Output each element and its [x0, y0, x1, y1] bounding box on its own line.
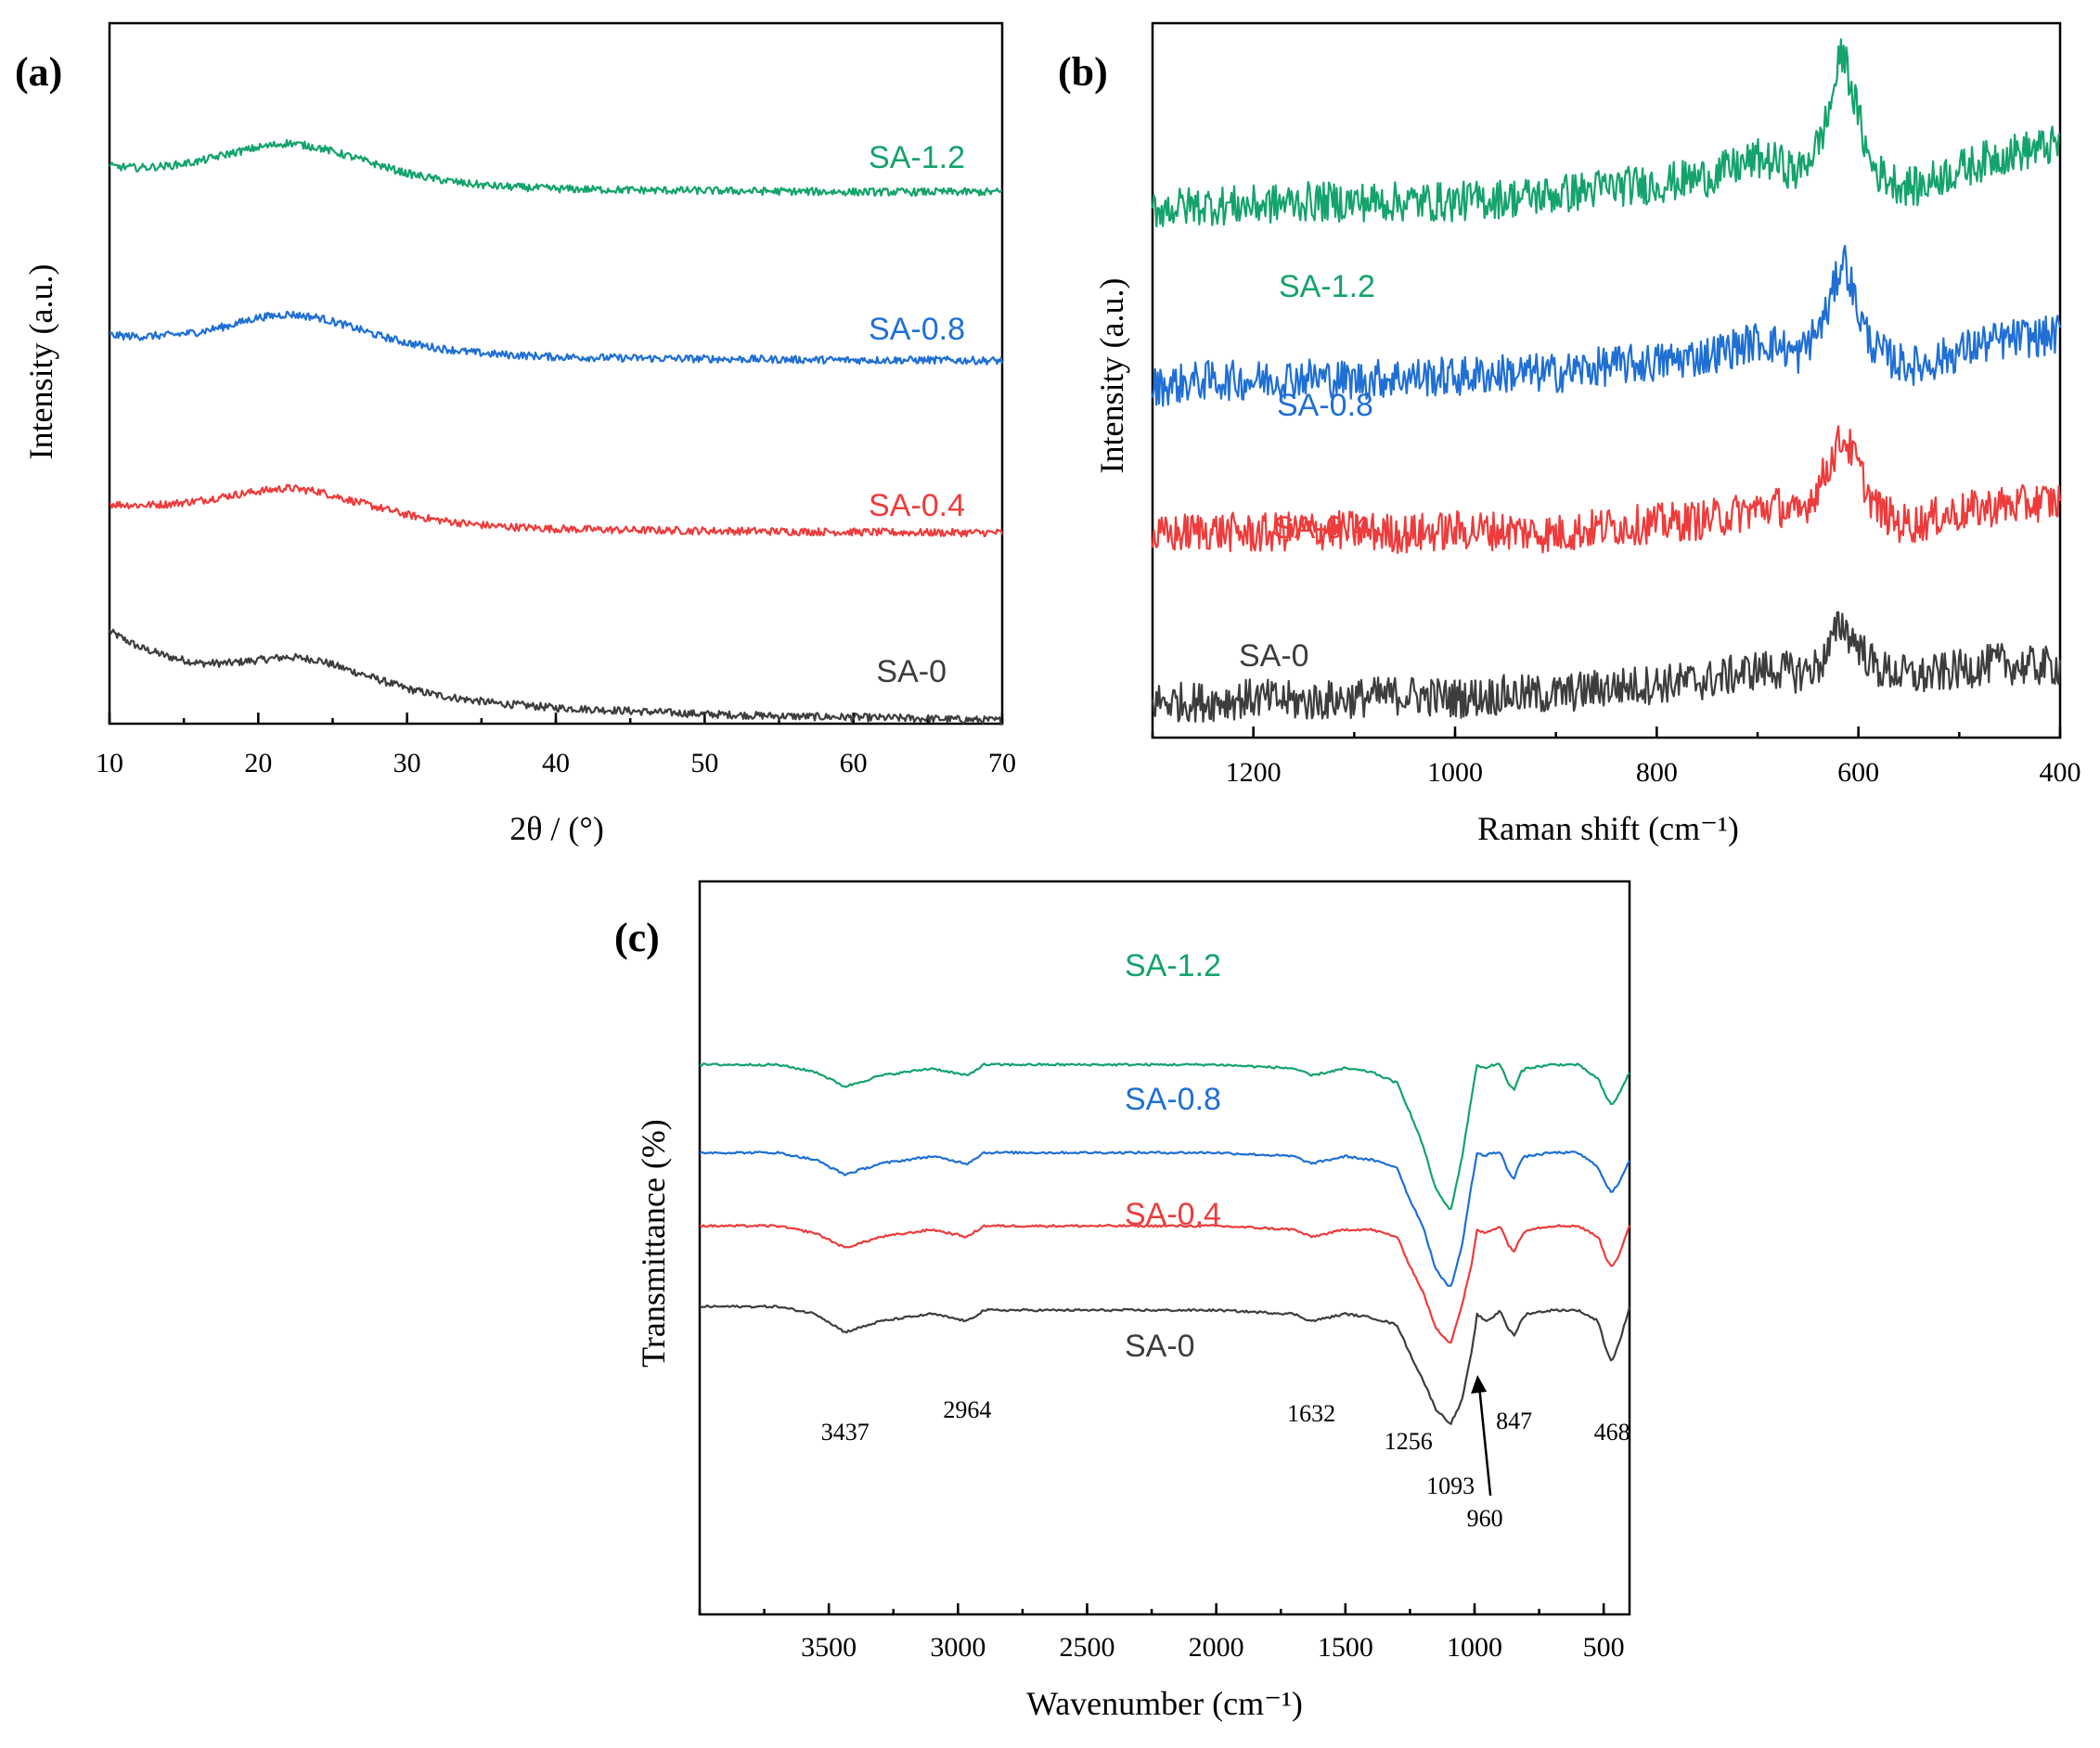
panel-c-y-axis-title: Transmittance (%) — [635, 1119, 672, 1368]
peak-arrow-head — [1471, 1375, 1488, 1394]
x-tick-label: 3500 — [801, 1632, 857, 1663]
series-line-sa-0 — [1151, 611, 2062, 723]
panel-a-xrd-chart: (a) 10 20 30 40 50 60 70 SA-0 SA-0.4 SA-0.8 SA-1.… — [15, 21, 1016, 847]
x-tick-label: 40 — [542, 748, 570, 778]
x-tick-label: 500 — [1583, 1632, 1625, 1663]
series-label-sa-1-2: SA-1.2 — [869, 140, 965, 175]
x-tick-label: 1500 — [1318, 1632, 1373, 1663]
panel-a-series-labels: SA-0 SA-0.4 SA-0.8 SA-1.2 — [869, 140, 965, 689]
panel-c-x-ticks: 3500 3000 2500 2000 1500 1000 500 — [698, 1603, 1625, 1663]
x-tick-label: 70 — [988, 748, 1016, 778]
series-label-sa-0: SA-0 — [876, 654, 947, 689]
series-line-sa-0-8 — [109, 310, 1004, 366]
panel-b-series — [1151, 38, 2062, 723]
series-label-sa-0-4: SA-0.4 — [1125, 1197, 1221, 1232]
series-line-sa-0-4 — [699, 1224, 1631, 1344]
x-tick-label: 20 — [244, 748, 272, 778]
x-tick-label: 1000 — [1447, 1632, 1502, 1663]
series-line-sa-0 — [699, 1304, 1631, 1425]
panel-c-series — [699, 1062, 1631, 1425]
peak-label: 3437 — [821, 1419, 870, 1446]
series-line-sa-0-8 — [699, 1150, 1630, 1288]
series-label-sa-0-8: SA-0.8 — [1125, 1082, 1221, 1117]
panel-b-label: (b) — [1058, 49, 1108, 95]
panel-c-label: (c) — [614, 915, 660, 960]
panel-c-frame — [698, 880, 1631, 1616]
x-tick-label: 60 — [840, 748, 868, 778]
panel-a-x-axis-title: 2θ / (°) — [509, 810, 604, 847]
panel-b-x-ticks: 1200 1000 800 600 400 — [1151, 726, 2081, 788]
panel-b-frame — [1151, 21, 2062, 739]
series-label-sa-0: SA-0 — [1239, 638, 1309, 674]
x-tick-label: 600 — [1837, 757, 1879, 788]
panel-b-y-axis-title: Intensity (a.u.) — [1093, 278, 1130, 474]
series-label-sa-0-8: SA-0.8 — [869, 312, 965, 347]
series-line-sa-1-2 — [699, 1062, 1630, 1210]
series-label-sa-1-2: SA-1.2 — [1125, 948, 1221, 983]
series-label-sa-0-4: SA-0.4 — [1273, 510, 1370, 546]
panel-a-frame — [108, 21, 1004, 726]
x-tick-label: 10 — [96, 748, 123, 778]
x-tick-label: 50 — [690, 748, 718, 778]
series-label-sa-0-4: SA-0.4 — [869, 488, 965, 523]
x-tick-label: 1200 — [1226, 757, 1282, 788]
series-label-sa-1-2: SA-1.2 — [1279, 269, 1375, 304]
panel-b-raman-chart: (b) 1200 1000 800 600 400 SA-0SA-0.4SA-0.8SA… — [1058, 21, 2081, 847]
series-label-sa-0-8: SA-0.8 — [1277, 388, 1373, 423]
peak-label: 1256 — [1385, 1428, 1433, 1455]
x-tick-label: 30 — [393, 748, 421, 778]
peak-label: 1093 — [1426, 1472, 1475, 1499]
x-tick-label: 400 — [2040, 757, 2081, 788]
x-tick-label: 2500 — [1060, 1632, 1115, 1663]
series-line-sa-0-4 — [109, 483, 1004, 538]
series-line-sa-1-2 — [1151, 38, 2061, 228]
peak-label: 468 — [1594, 1419, 1630, 1446]
panel-a-label: (a) — [15, 49, 62, 95]
peak-label: 847 — [1496, 1407, 1532, 1434]
series-label-sa-0: SA-0 — [1125, 1329, 1195, 1364]
series-line-sa-1-2 — [109, 138, 1003, 198]
series-line-sa-0-8 — [1151, 244, 2062, 407]
panel-c-series-labels: SA-0 SA-0.4 SA-0.8 SA-1.2 — [1125, 948, 1221, 1364]
peak-label: 2964 — [943, 1396, 991, 1423]
series-line-sa-0 — [108, 628, 1003, 726]
peak-arrow-line — [1477, 1386, 1492, 1497]
series-line-sa-0-4 — [1151, 425, 2062, 555]
panel-c-ftir-chart: (c) 3500 3000 2500 2000 1500 1000 500 SA-0SA-0… — [614, 880, 1631, 1722]
peak-label: 960 — [1467, 1505, 1503, 1532]
panel-a-series — [108, 138, 1004, 726]
panel-a-y-axis-title: Intensity (a.u.) — [22, 264, 59, 460]
x-tick-label: 3000 — [930, 1632, 986, 1663]
panel-b-x-axis-title: Raman shift (cm⁻¹) — [1477, 810, 1739, 847]
x-tick-label: 800 — [1636, 757, 1678, 788]
panel-b-series-labels: SA-0 SA-0.4 SA-0.8 SA-1.2 — [1239, 269, 1375, 674]
x-tick-label: 2000 — [1189, 1632, 1244, 1663]
x-tick-label: 1000 — [1427, 757, 1483, 788]
panel-a-x-ticks: 10 20 30 40 50 60 70 — [96, 713, 1016, 778]
panel-c-x-axis-title: Wavenumber (cm⁻¹) — [1026, 1685, 1303, 1722]
peak-label: 1632 — [1287, 1400, 1335, 1427]
panel-c-peak-labels: 3437 2964 1632 1256 1093 960 847 468 — [821, 1375, 1630, 1532]
